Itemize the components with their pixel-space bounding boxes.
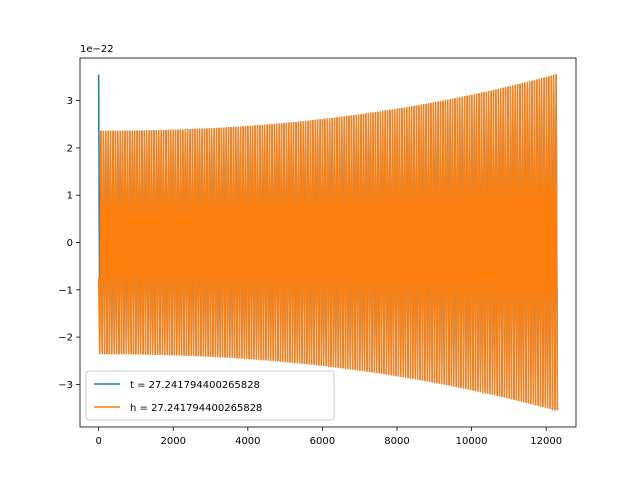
y-tick-label: −3 [58, 380, 73, 391]
y-tick-label: 0 [67, 238, 73, 249]
x-tick-label: 6000 [310, 436, 335, 447]
x-tick-label: 10000 [456, 436, 488, 447]
legend-label-h: h = 27.241794400265828 [130, 403, 262, 414]
y-tick-label: 3 [67, 96, 73, 107]
x-tick-label: 8000 [384, 436, 409, 447]
y-tick-label: 1 [67, 191, 73, 202]
y-tick-label: 2 [67, 143, 73, 154]
x-tick-label: 12000 [530, 436, 562, 447]
series-line-h [97, 74, 559, 411]
legend-box [85, 370, 335, 421]
legend-label-t: t = 27.241794400265828 [130, 380, 260, 391]
y-axis: −3 −2 −1 0 1 2 3 [58, 96, 80, 391]
x-axis: 0 2000 4000 6000 8000 10000 12000 [95, 427, 562, 447]
y-offset-text: 1e−22 [80, 44, 114, 55]
x-tick-label: 2000 [161, 436, 186, 447]
series-layer [97, 74, 559, 411]
y-tick-label: −2 [58, 333, 73, 344]
y-tick-label: −1 [58, 285, 73, 296]
x-tick-label: 4000 [235, 436, 260, 447]
x-tick-label: 0 [95, 436, 101, 447]
legend: t = 27.241794400265828 h = 27.2417944002… [85, 370, 335, 421]
